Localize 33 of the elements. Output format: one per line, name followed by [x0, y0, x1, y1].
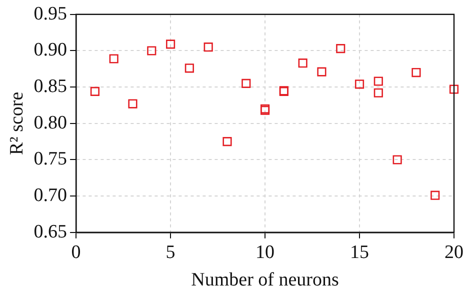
- y-tick-label: 0.85: [34, 76, 68, 98]
- point: [147, 46, 156, 56]
- y-axis-title: R² score: [6, 92, 28, 156]
- point: [242, 78, 251, 88]
- point: [336, 44, 346, 54]
- y-tick-label: 0.80: [34, 112, 68, 134]
- point: [222, 137, 232, 146]
- x-axis-title: Number of neurons: [191, 270, 339, 291]
- point: [128, 99, 138, 108]
- x-tick-label: 15: [350, 242, 370, 263]
- y-tick-label: 0.70: [34, 185, 68, 206]
- point: [90, 86, 100, 96]
- point: [354, 80, 364, 89]
- x-tick-label: 5: [166, 242, 176, 263]
- y-tick-label: 0.95: [34, 3, 68, 24]
- y-tick-label: 0.65: [34, 221, 68, 242]
- y-tick-label: 0.75: [34, 148, 68, 170]
- point: [298, 58, 308, 68]
- y-tick-label: 0.90: [34, 40, 68, 61]
- x-tick-label: 20: [444, 242, 464, 263]
- x-tick-label: 0: [71, 242, 81, 263]
- point: [449, 84, 459, 94]
- point: [430, 190, 440, 200]
- point: [412, 68, 421, 78]
- point: [184, 64, 194, 73]
- point: [166, 40, 176, 49]
- x-tick-label: 10: [256, 242, 275, 263]
- point: [204, 42, 213, 52]
- point: [374, 76, 383, 86]
- point: [109, 54, 118, 64]
- point: [374, 88, 383, 98]
- point: [317, 67, 326, 76]
- point: [392, 155, 402, 164]
